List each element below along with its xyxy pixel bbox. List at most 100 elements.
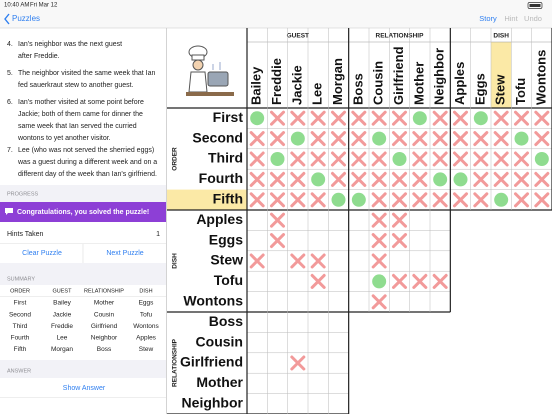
- cell-true[interactable]: [372, 274, 387, 289]
- cell-false[interactable]: [249, 192, 265, 208]
- cell-false[interactable]: [432, 110, 448, 126]
- cell-false[interactable]: [514, 151, 529, 167]
- cell-false[interactable]: [412, 131, 428, 147]
- cell-false[interactable]: [310, 151, 326, 167]
- cell-false[interactable]: [290, 355, 306, 371]
- cell-false[interactable]: [534, 110, 550, 126]
- cell-false[interactable]: [290, 151, 306, 167]
- cell-false[interactable]: [270, 131, 285, 147]
- cell-false[interactable]: [392, 192, 407, 208]
- cell-false[interactable]: [392, 212, 407, 228]
- cell-false[interactable]: [331, 110, 346, 126]
- cell-false[interactable]: [249, 131, 265, 147]
- cell-true[interactable]: [351, 192, 366, 207]
- cell-false[interactable]: [371, 253, 387, 269]
- cell-false[interactable]: [473, 171, 489, 187]
- cell-false[interactable]: [493, 110, 509, 126]
- cell-false[interactable]: [534, 131, 550, 147]
- cell-false[interactable]: [392, 131, 407, 147]
- cell-false[interactable]: [534, 171, 550, 187]
- cell-true[interactable]: [473, 111, 488, 126]
- cell-true[interactable]: [392, 152, 407, 166]
- cell-false[interactable]: [514, 192, 529, 208]
- cell-false[interactable]: [453, 192, 468, 208]
- cell-false[interactable]: [371, 233, 387, 249]
- cell-false[interactable]: [249, 253, 265, 269]
- cell-false[interactable]: [453, 131, 468, 147]
- cell-false[interactable]: [290, 171, 306, 187]
- cell-true[interactable]: [412, 111, 427, 126]
- cell-true[interactable]: [453, 172, 468, 187]
- cell-true[interactable]: [290, 131, 305, 146]
- cell-false[interactable]: [514, 110, 529, 126]
- cell-false[interactable]: [351, 110, 367, 126]
- cell-true[interactable]: [331, 192, 346, 207]
- cell-false[interactable]: [453, 110, 468, 126]
- cell-false[interactable]: [371, 192, 387, 208]
- cell-true[interactable]: [270, 152, 285, 166]
- back-chevron[interactable]: [4, 13, 10, 25]
- cell-false[interactable]: [371, 110, 387, 126]
- cell-true[interactable]: [433, 172, 448, 187]
- cell-false[interactable]: [412, 192, 428, 208]
- cell-false[interactable]: [392, 233, 407, 249]
- cell-false[interactable]: [493, 131, 509, 147]
- cell-false[interactable]: [371, 294, 387, 310]
- cell-false[interactable]: [270, 171, 285, 187]
- cell-false[interactable]: [453, 151, 468, 167]
- cell-true[interactable]: [534, 152, 549, 166]
- cell-false[interactable]: [392, 110, 407, 126]
- cell-false[interactable]: [310, 110, 326, 126]
- cell-false[interactable]: [290, 253, 306, 269]
- cell-false[interactable]: [371, 171, 387, 187]
- cell-false[interactable]: [371, 212, 387, 228]
- cell-false[interactable]: [331, 171, 346, 187]
- cell-false[interactable]: [392, 171, 407, 187]
- show-answer-button[interactable]: Show Answer: [63, 385, 106, 392]
- cell-false[interactable]: [493, 171, 509, 187]
- action-button[interactable]: Next Puzzle: [106, 250, 143, 257]
- action-button[interactable]: Clear Puzzle: [22, 250, 62, 257]
- cell-false[interactable]: [493, 151, 509, 167]
- cell-false[interactable]: [331, 131, 346, 147]
- cell-false[interactable]: [331, 151, 346, 167]
- cell-false[interactable]: [270, 110, 285, 126]
- cell-false[interactable]: [473, 131, 489, 147]
- cell-false[interactable]: [432, 151, 448, 167]
- cell-false[interactable]: [310, 131, 326, 147]
- cell-false[interactable]: [412, 171, 428, 187]
- cell-false[interactable]: [351, 171, 367, 187]
- nav-action[interactable]: Story: [479, 14, 497, 23]
- cell-false[interactable]: [351, 131, 367, 147]
- cell-false[interactable]: [412, 151, 428, 167]
- nav-action[interactable]: Hint: [504, 14, 518, 23]
- cell-false[interactable]: [351, 151, 367, 167]
- cell-false[interactable]: [432, 131, 448, 147]
- cell-false[interactable]: [371, 151, 387, 167]
- cell-false[interactable]: [290, 192, 306, 208]
- cell-true[interactable]: [372, 131, 387, 146]
- cell-false[interactable]: [249, 151, 265, 167]
- back-button[interactable]: Puzzles: [12, 14, 40, 23]
- cell-false[interactable]: [270, 233, 285, 249]
- cell-false[interactable]: [310, 192, 326, 208]
- nav-action[interactable]: Undo: [524, 14, 542, 23]
- cell-false[interactable]: [270, 212, 285, 228]
- cell-false[interactable]: [412, 273, 428, 289]
- cell-false[interactable]: [392, 273, 407, 289]
- cell-false[interactable]: [473, 192, 489, 208]
- cell-true[interactable]: [311, 172, 326, 187]
- cell-false[interactable]: [473, 151, 489, 167]
- cell-false[interactable]: [514, 171, 529, 187]
- cell-false[interactable]: [249, 171, 265, 187]
- cell-false[interactable]: [290, 110, 306, 126]
- cell-false[interactable]: [310, 273, 326, 289]
- cell-false[interactable]: [534, 192, 550, 208]
- cell-false[interactable]: [310, 253, 326, 269]
- cell-true[interactable]: [250, 111, 265, 126]
- cell-false[interactable]: [432, 273, 448, 289]
- cell-true[interactable]: [514, 131, 529, 146]
- cell-false[interactable]: [432, 192, 448, 208]
- cell-true[interactable]: [494, 192, 509, 207]
- cell-false[interactable]: [270, 192, 285, 208]
